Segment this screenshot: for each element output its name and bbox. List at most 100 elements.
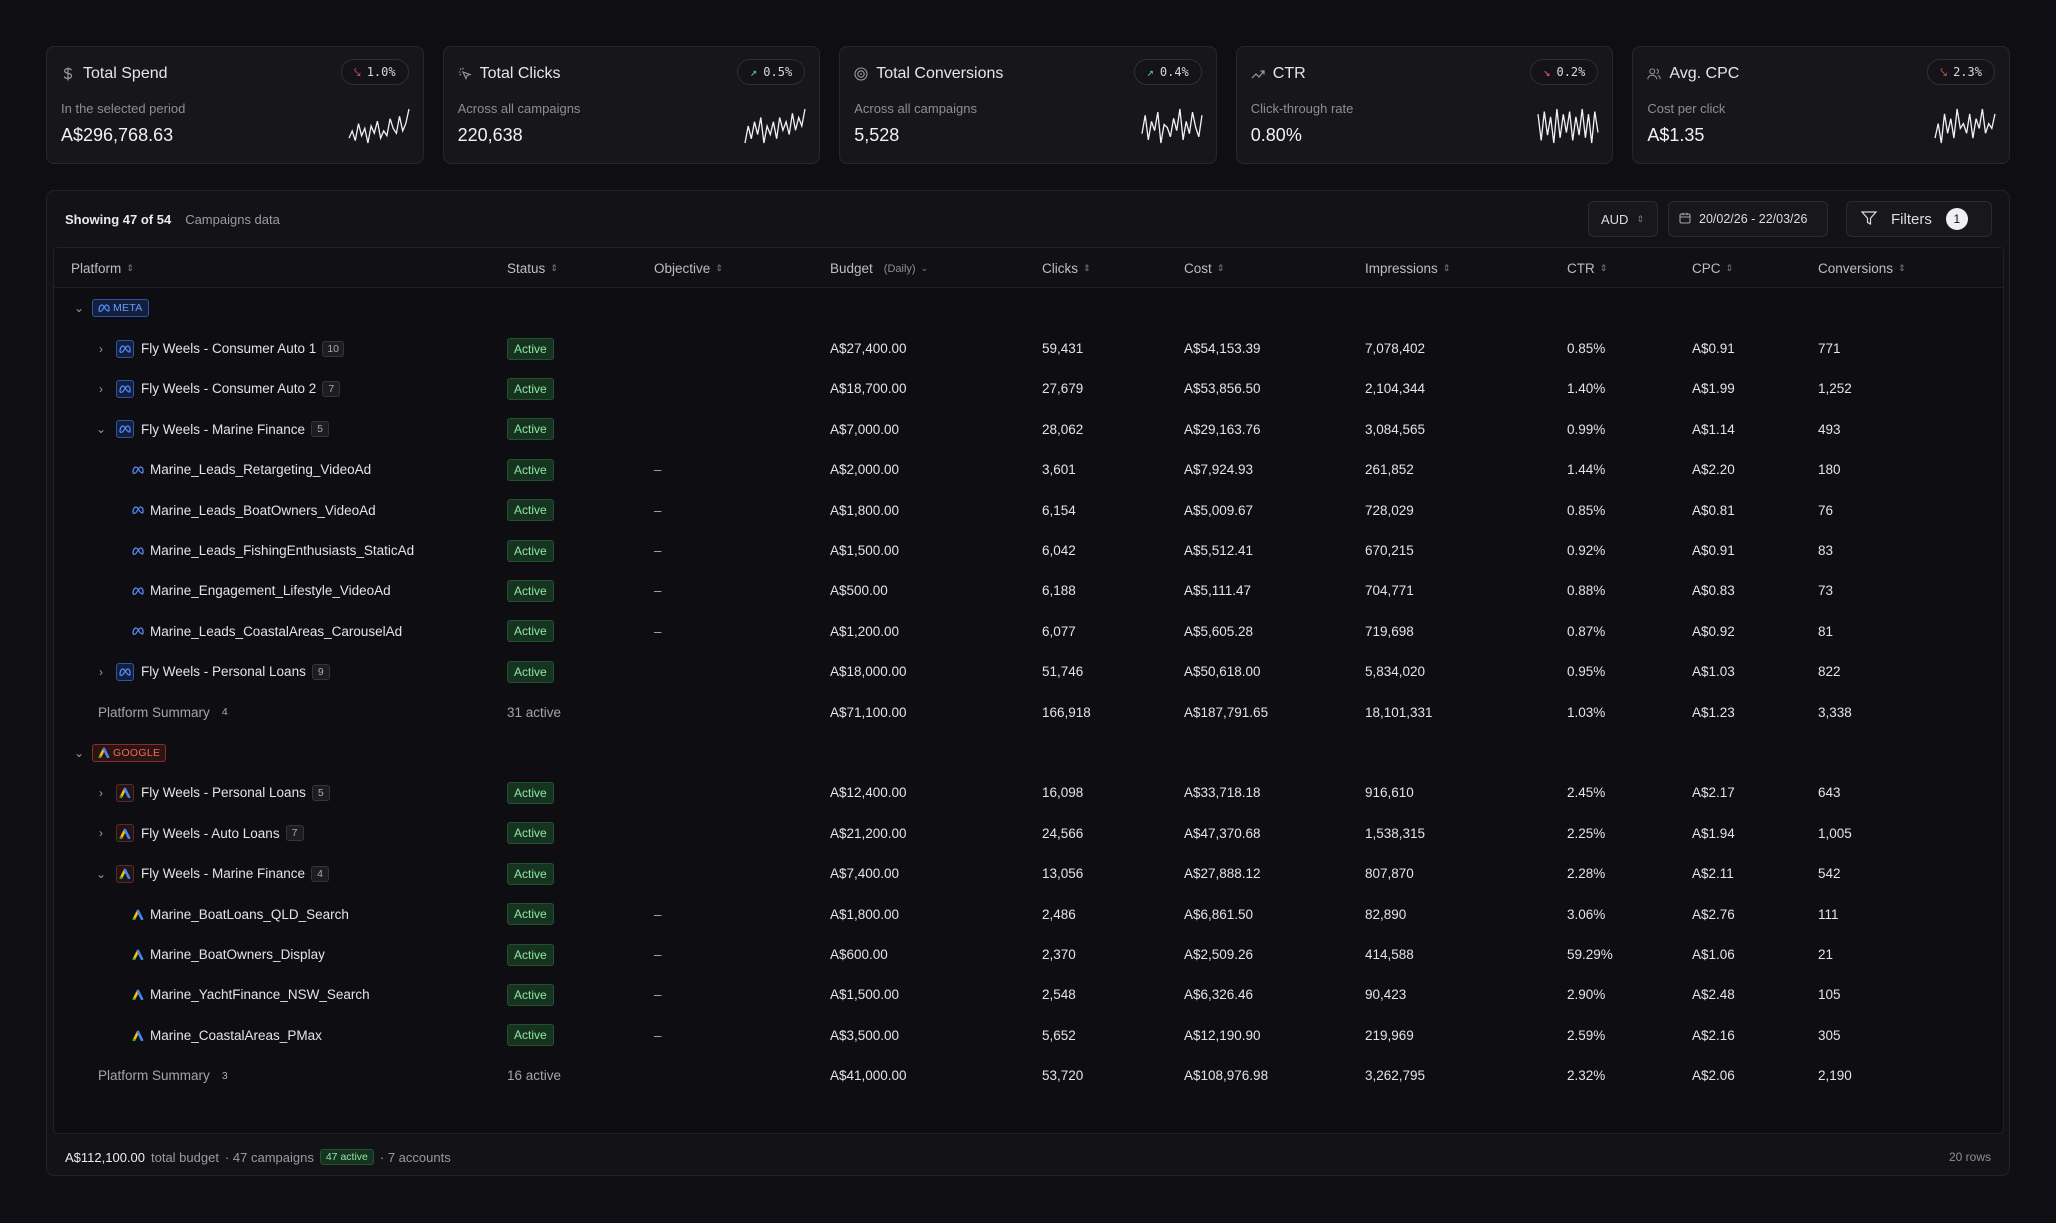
sort-icon: ⇕ xyxy=(1599,263,1608,273)
table-row[interactable]: ⌄ META xyxy=(54,288,2003,328)
google-ads-logo-icon xyxy=(116,824,134,843)
table-row[interactable]: › Fly Weels - Consumer Auto 2 7 Active A$18,… xyxy=(54,369,2003,409)
clicks-cell: 166,918 xyxy=(1042,704,1091,720)
cost-cell: A$2,509.26 xyxy=(1184,947,1254,963)
clicks-cell: 53,720 xyxy=(1042,1068,1084,1084)
clicks-cell: 3,601 xyxy=(1042,462,1076,478)
ctr-cell: 0.85% xyxy=(1567,341,1606,357)
budget-cell: A$71,100.00 xyxy=(830,704,907,720)
ad-name[interactable]: Marine_YachtFinance_NSW_Search xyxy=(150,987,370,1003)
cpc-cell: A$0.83 xyxy=(1692,583,1735,599)
chevron-updown-icon: ⇕ xyxy=(1636,213,1644,224)
ad-name[interactable]: Marine_BoatOwners_Display xyxy=(150,947,325,963)
cpc-cell: A$2.17 xyxy=(1692,785,1735,801)
table-row[interactable]: › Fly Weels - Consumer Auto 1 10 Active A$27… xyxy=(54,328,2003,368)
currency-select[interactable]: AUD ⇕ xyxy=(1588,201,1658,237)
kpi-value: 0.80% xyxy=(1250,125,1302,145)
meta-logo-icon xyxy=(132,625,144,637)
col-impressions[interactable]: Impressions ⇕ xyxy=(1365,261,1451,276)
clicks-cell: 16,098 xyxy=(1042,785,1084,801)
chevron-down-icon[interactable]: ⌄ xyxy=(95,422,107,437)
table-row[interactable]: ⌄ Fly Weels - Marine Finance 5 Active A$7,00… xyxy=(54,409,2003,449)
cpc-cell: A$0.92 xyxy=(1692,623,1735,639)
calendar-icon xyxy=(1679,212,1691,227)
chevron-right-icon[interactable]: › xyxy=(99,785,103,800)
ad-name[interactable]: Marine_BoatLoans_QLD_Search xyxy=(150,906,349,922)
platform-summary-label: Platform Summary 4 xyxy=(98,692,234,732)
chevron-down-icon[interactable]: ⌄ xyxy=(95,866,107,881)
status-badge: Active xyxy=(507,337,554,360)
chevron-right-icon[interactable]: › xyxy=(99,664,103,679)
table-row[interactable]: › Fly Weels - Auto Loans 7 Active A$21,200.0… xyxy=(54,813,2003,853)
objective-cell: – xyxy=(654,1027,662,1043)
col-objective[interactable]: Objective ⇕ xyxy=(654,261,723,276)
chevron-right-icon[interactable]: › xyxy=(99,381,103,396)
ad-name[interactable]: Marine_Leads_FishingEnthusiasts_StaticAd xyxy=(150,543,415,559)
active-badge: 47 active xyxy=(319,1149,374,1165)
platform-group-header[interactable]: ⌄ META xyxy=(72,288,149,328)
cpc-cell: A$2.11 xyxy=(1692,866,1734,882)
table-row[interactable]: › Fly Weels - Personal Loans 5 Active A$12,4… xyxy=(54,773,2003,813)
sparkline-path xyxy=(1934,108,1996,144)
kpi-title: Avg. CPC xyxy=(1669,65,1740,82)
status-cell: Active xyxy=(507,934,554,974)
campaign-name[interactable]: Fly Weels - Consumer Auto 2 xyxy=(141,381,317,397)
campaign-name-cell: › Fly Weels - Auto Loans 7 xyxy=(94,813,304,853)
table-row[interactable]: › Fly Weels - Personal Loans 9 Active A$18,0… xyxy=(54,652,2003,692)
chevron-down-icon[interactable]: ⌄ xyxy=(73,301,85,316)
col-clicks[interactable]: Clicks ⇕ xyxy=(1042,261,1091,276)
col-conversions[interactable]: Conversions ⇕ xyxy=(1818,261,1906,276)
platform-group-header[interactable]: ⌄ GOOGLE xyxy=(72,732,167,772)
filters-button[interactable]: Filters 1 xyxy=(1846,201,1992,237)
status-cell: Active xyxy=(507,490,554,530)
col-status[interactable]: Status ⇕ xyxy=(507,261,558,276)
ad-count-badge: 9 xyxy=(311,663,330,680)
table-row[interactable]: ⌄ Fly Weels - Marine Finance 4 Active A$7,40… xyxy=(54,854,2003,894)
kpi-title: Total Clicks xyxy=(479,65,561,82)
ad-name[interactable]: Marine_Leads_Retargeting_VideoAd xyxy=(150,462,372,478)
col-budget[interactable]: Budget (Daily) ⌄ xyxy=(830,261,929,276)
ctr-cell: 2.90% xyxy=(1567,987,1606,1003)
trend-down-icon: ↘ xyxy=(1543,65,1551,79)
conversions-cell: 111 xyxy=(1818,906,1839,922)
chevron-right-icon[interactable]: › xyxy=(99,341,103,356)
platform-tag-label: GOOGLE xyxy=(113,746,161,759)
campaigns-table: Platform ⇕ Status ⇕ Objective ⇕ Budget (Dail… xyxy=(53,247,2004,1134)
campaign-name[interactable]: Fly Weels - Auto Loans xyxy=(141,825,280,841)
campaign-name-cell: › Fly Weels - Consumer Auto 2 7 xyxy=(94,369,341,409)
campaign-name[interactable]: Fly Weels - Marine Finance xyxy=(141,421,306,437)
campaign-name[interactable]: Fly Weels - Consumer Auto 1 xyxy=(141,341,317,357)
impressions-cell: 2,104,344 xyxy=(1365,381,1426,397)
ad-name[interactable]: Marine_Leads_BoatOwners_VideoAd xyxy=(150,502,376,518)
col-platform[interactable]: Platform ⇕ xyxy=(71,261,134,276)
col-ctr[interactable]: CTR ⇕ xyxy=(1567,261,1608,276)
campaign-name[interactable]: Fly Weels - Personal Loans xyxy=(141,664,306,680)
ad-name-cell: Marine_BoatOwners_Display xyxy=(132,934,325,974)
col-cost[interactable]: Cost ⇕ xyxy=(1184,261,1225,276)
budget-cell: A$41,000.00 xyxy=(830,1068,907,1084)
col-cpc[interactable]: CPC ⇕ xyxy=(1692,261,1734,276)
ad-name[interactable]: Marine_Leads_CoastalAreas_CarouselAd xyxy=(150,623,403,639)
campaign-name[interactable]: Fly Weels - Marine Finance xyxy=(141,866,306,882)
table-row[interactable]: ⌄ GOOGLE xyxy=(54,732,2003,772)
ctr-cell: 1.44% xyxy=(1567,462,1606,478)
ad-name[interactable]: Marine_CoastalAreas_PMax xyxy=(150,1027,322,1043)
cpc-cell: A$2.16 xyxy=(1692,1027,1735,1043)
ad-name[interactable]: Marine_Engagement_Lifestyle_VideoAd xyxy=(150,583,391,599)
ctr-cell: 2.32% xyxy=(1567,1068,1606,1084)
kpi-title: Total Spend xyxy=(83,65,168,82)
chevron-down-icon[interactable]: ⌄ xyxy=(73,745,85,760)
impressions-cell: 219,969 xyxy=(1365,1027,1414,1043)
status-cell: Active xyxy=(507,571,554,611)
objective-cell: – xyxy=(654,906,662,922)
campaign-name[interactable]: Fly Weels - Personal Loans xyxy=(141,785,306,801)
clicks-cell: 28,062 xyxy=(1042,421,1084,437)
sparkline-path xyxy=(347,108,410,144)
chevron-right-icon[interactable]: › xyxy=(99,826,103,841)
kpi-card-total-conversions: Total Conversions ↗ 0.4% Across all camp… xyxy=(839,46,1217,164)
impressions-cell: 18,101,331 xyxy=(1365,704,1433,720)
kpi-card-ctr: CTR ↘ 0.2% Click-through rate 0.80% xyxy=(1235,46,1614,164)
row-count: 20 rows xyxy=(1948,1150,1991,1164)
date-range-picker[interactable]: 20/02/26 - 22/03/26 xyxy=(1668,201,1828,237)
kpi-badge: ↗ 0.5% xyxy=(737,59,806,85)
